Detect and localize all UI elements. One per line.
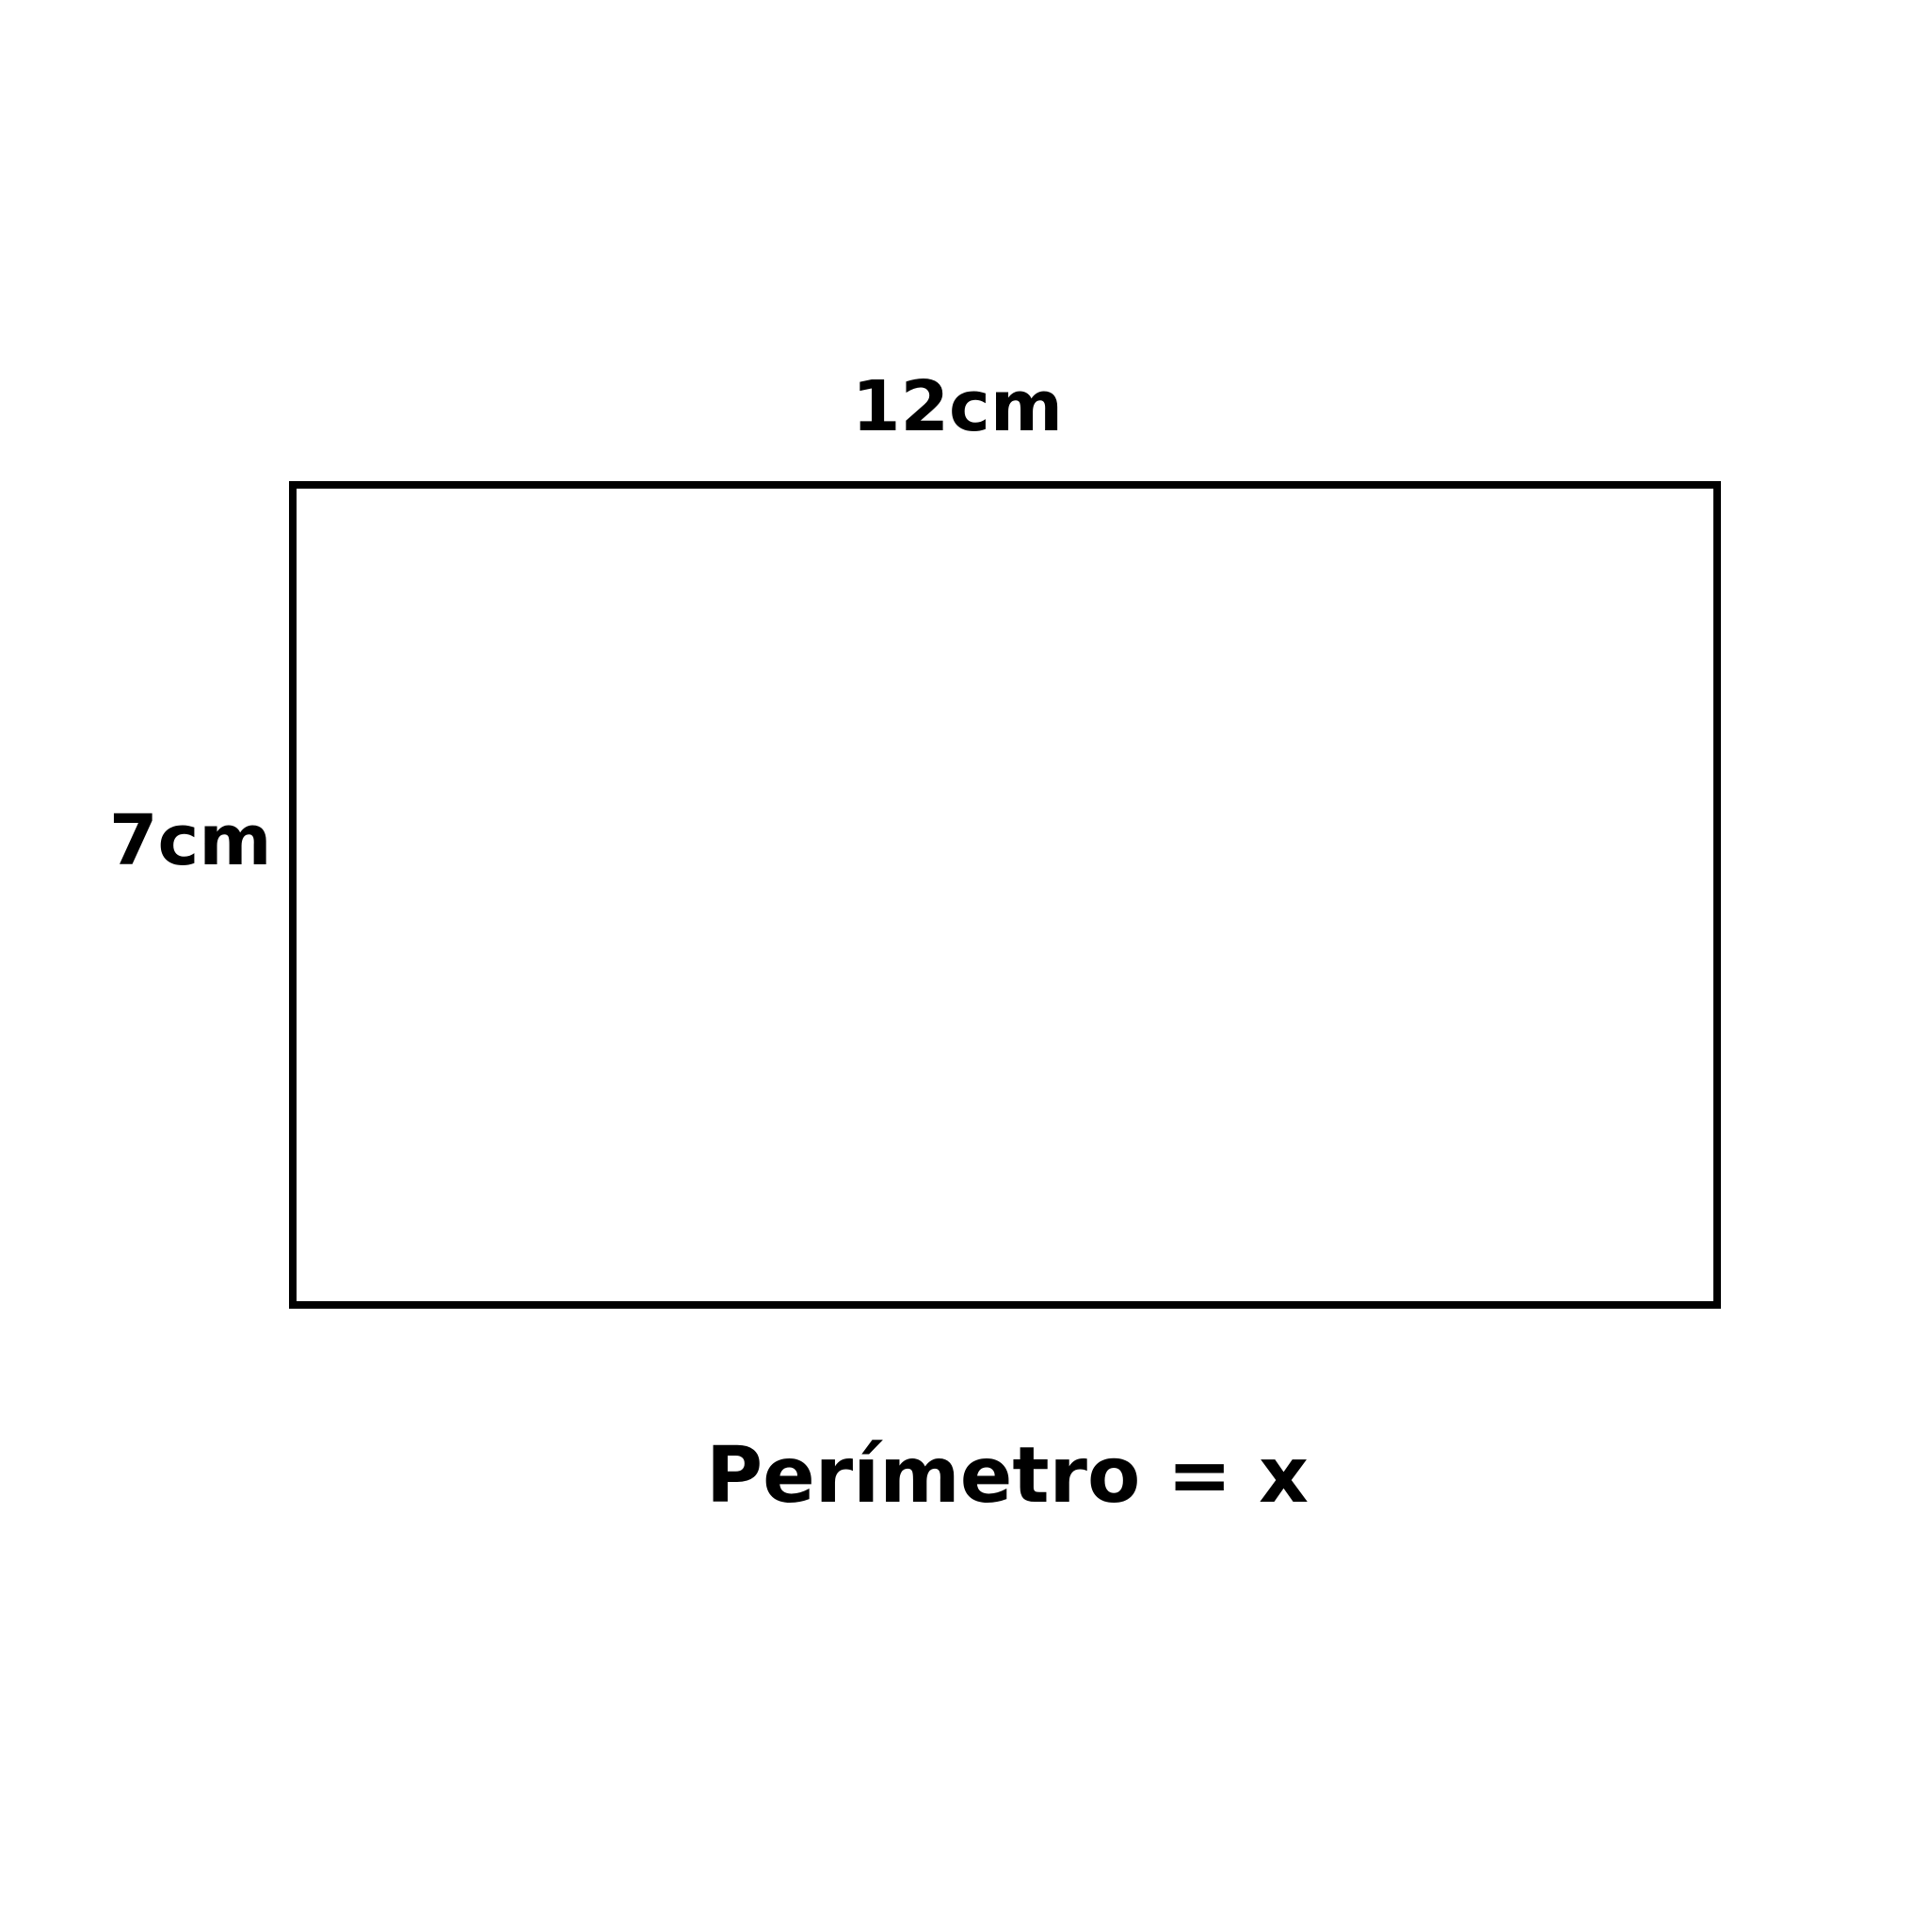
width-label: 12cm <box>852 366 1063 447</box>
height-label: 7cm <box>109 800 272 881</box>
rectangle-shape <box>289 481 1721 1309</box>
perimeter-formula: Perímetro = x <box>706 1431 1309 1521</box>
